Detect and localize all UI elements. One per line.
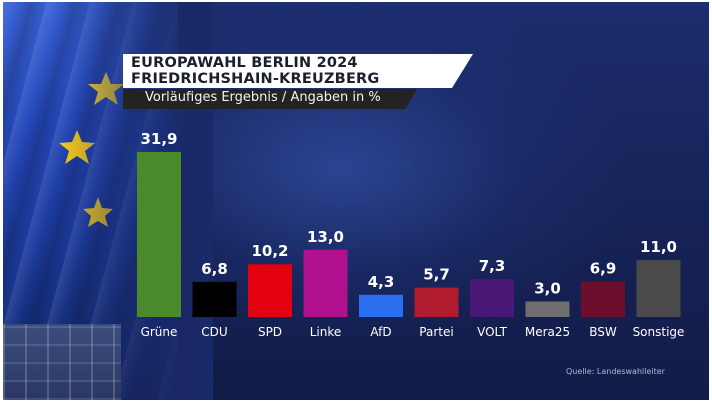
category-label: AfD [370,325,391,339]
bar-afd [359,294,403,317]
title-box [123,54,473,88]
subtitle-box [123,89,417,109]
bar-bsw [581,281,625,317]
category-label: CDU [201,325,227,339]
value-label: 4,3 [368,273,395,291]
value-label: 5,7 [423,266,450,284]
value-label: 3,0 [534,279,561,297]
value-label: 13,0 [307,228,344,246]
bar-linke [303,249,348,317]
category-label: VOLT [477,325,507,339]
bar-spd [248,264,292,317]
graphic-frame: EUROPAWAHL BERLIN 2024 FRIEDRICHSHAIN-KR… [3,2,709,400]
category-label: SPD [258,325,282,339]
category-label: Grüne [141,325,178,339]
value-label: 6,9 [590,259,617,277]
bar-chart: 31,9 Grüne 6,8 CDU 10,2 SPD 13,0 Linke 4,3 AfD 5,7… [137,130,685,339]
building-facade-decoration [3,324,121,400]
source-note: Quelle: Landeswahlleiter [566,367,665,376]
chart-title-line-1: EUROPAWAHL BERLIN 2024 [131,55,358,71]
bar-partei [414,287,459,317]
bar-cdu [192,281,237,317]
category-label: Sonstige [633,325,685,339]
chart-subtitle: Vorläufiges Ergebnis / Angaben in % [145,90,381,105]
category-label: Mera25 [525,325,570,339]
chart-title-line-2: FRIEDRICHSHAIN-KREUZBERG [131,71,380,87]
bar-volt [470,279,514,317]
bar-grüne [137,152,181,317]
category-label: BSW [589,325,617,339]
value-label: 10,2 [251,242,288,260]
category-label: Linke [310,325,342,339]
value-label: 7,3 [479,257,506,275]
bar-mera25 [525,301,570,317]
value-label: 6,8 [201,260,228,278]
category-label: Partei [419,325,453,339]
value-label: 11,0 [640,238,677,256]
value-label: 31,9 [140,130,177,148]
bar-sonstige [636,260,681,317]
